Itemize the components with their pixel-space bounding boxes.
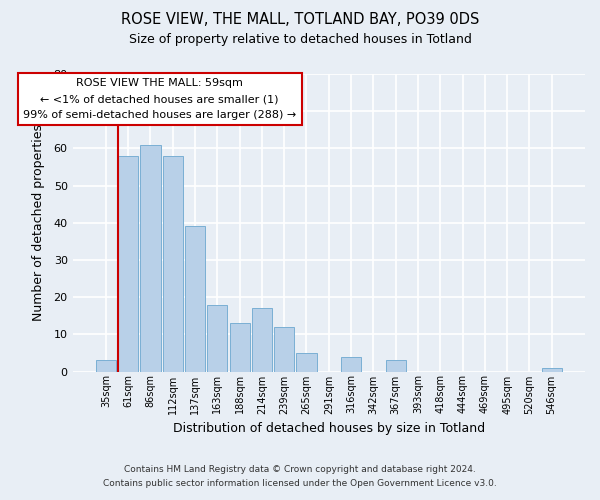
Bar bbox=[140, 144, 161, 372]
Bar bbox=[118, 156, 138, 372]
Bar bbox=[274, 327, 294, 372]
Text: Contains HM Land Registry data © Crown copyright and database right 2024.
Contai: Contains HM Land Registry data © Crown c… bbox=[103, 466, 497, 487]
Bar bbox=[542, 368, 562, 372]
Bar bbox=[230, 323, 250, 372]
Text: ROSE VIEW, THE MALL, TOTLAND BAY, PO39 0DS: ROSE VIEW, THE MALL, TOTLAND BAY, PO39 0… bbox=[121, 12, 479, 28]
Bar bbox=[341, 356, 361, 372]
Bar bbox=[208, 304, 227, 372]
Bar bbox=[386, 360, 406, 372]
Bar bbox=[163, 156, 183, 372]
Bar bbox=[252, 308, 272, 372]
Bar bbox=[185, 226, 205, 372]
Text: Size of property relative to detached houses in Totland: Size of property relative to detached ho… bbox=[128, 32, 472, 46]
Bar bbox=[96, 360, 116, 372]
Y-axis label: Number of detached properties: Number of detached properties bbox=[32, 124, 45, 322]
Bar bbox=[296, 353, 317, 372]
X-axis label: Distribution of detached houses by size in Totland: Distribution of detached houses by size … bbox=[173, 422, 485, 435]
Text: ROSE VIEW THE MALL: 59sqm
← <1% of detached houses are smaller (1)
99% of semi-d: ROSE VIEW THE MALL: 59sqm ← <1% of detac… bbox=[23, 78, 296, 120]
